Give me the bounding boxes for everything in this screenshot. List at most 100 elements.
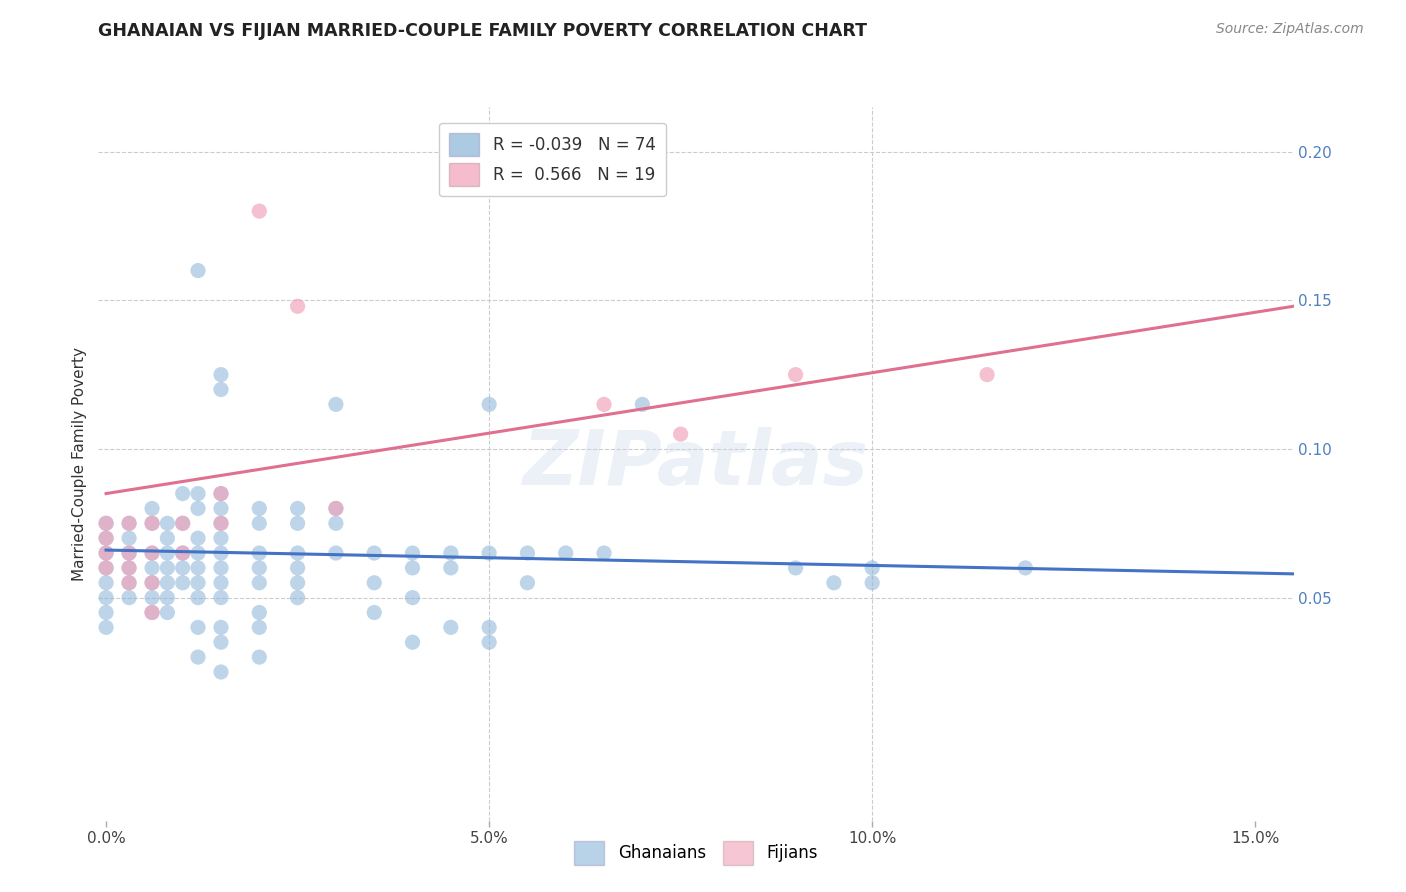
Point: [156, 575, 179, 590]
Point: [209, 516, 232, 531]
Point: [156, 606, 179, 620]
Point: [172, 575, 194, 590]
Point: [187, 561, 209, 575]
Point: [187, 650, 209, 665]
Point: [118, 561, 141, 575]
Point: [247, 204, 270, 219]
Point: [209, 591, 232, 605]
Point: [785, 561, 807, 575]
Point: [156, 591, 179, 605]
Point: [287, 561, 309, 575]
Point: [94, 575, 117, 590]
Point: [94, 546, 117, 560]
Point: [363, 606, 385, 620]
Point: [593, 397, 616, 411]
Point: [669, 427, 692, 442]
Point: [287, 575, 309, 590]
Point: [287, 299, 309, 313]
Point: [209, 368, 232, 382]
Point: [593, 546, 616, 560]
Point: [401, 561, 423, 575]
Point: [141, 575, 163, 590]
Point: [172, 546, 194, 560]
Point: [325, 546, 347, 560]
Point: [94, 516, 117, 531]
Point: [209, 561, 232, 575]
Point: [172, 516, 194, 531]
Point: [247, 575, 270, 590]
Text: Source: ZipAtlas.com: Source: ZipAtlas.com: [1216, 22, 1364, 37]
Point: [187, 263, 209, 277]
Point: [325, 516, 347, 531]
Point: [141, 575, 163, 590]
Point: [172, 546, 194, 560]
Point: [247, 561, 270, 575]
Point: [785, 368, 807, 382]
Point: [172, 486, 194, 500]
Point: [118, 561, 141, 575]
Point: [823, 575, 845, 590]
Point: [156, 531, 179, 545]
Point: [554, 546, 576, 560]
Point: [187, 501, 209, 516]
Point: [141, 606, 163, 620]
Point: [141, 516, 163, 531]
Point: [478, 620, 501, 634]
Point: [247, 650, 270, 665]
Point: [141, 561, 163, 575]
Point: [209, 546, 232, 560]
Point: [118, 591, 141, 605]
Point: [118, 575, 141, 590]
Point: [94, 516, 117, 531]
Point: [287, 501, 309, 516]
Point: [363, 575, 385, 590]
Point: [247, 501, 270, 516]
Point: [187, 486, 209, 500]
Point: [118, 516, 141, 531]
Point: [631, 397, 654, 411]
Point: [94, 546, 117, 560]
Point: [118, 546, 141, 560]
Point: [247, 606, 270, 620]
Point: [860, 561, 883, 575]
Point: [94, 531, 117, 545]
Point: [440, 546, 463, 560]
Point: [172, 561, 194, 575]
Point: [401, 546, 423, 560]
Point: [94, 561, 117, 575]
Point: [1014, 561, 1036, 575]
Point: [141, 606, 163, 620]
Text: GHANAIAN VS FIJIAN MARRIED-COUPLE FAMILY POVERTY CORRELATION CHART: GHANAIAN VS FIJIAN MARRIED-COUPLE FAMILY…: [98, 22, 868, 40]
Y-axis label: Married-Couple Family Poverty: Married-Couple Family Poverty: [72, 347, 87, 581]
Point: [363, 546, 385, 560]
Point: [94, 531, 117, 545]
Point: [94, 606, 117, 620]
Point: [209, 575, 232, 590]
Point: [247, 516, 270, 531]
Point: [94, 620, 117, 634]
Point: [94, 561, 117, 575]
Point: [118, 575, 141, 590]
Point: [141, 501, 163, 516]
Point: [187, 546, 209, 560]
Legend: Ghanaians, Fijians: Ghanaians, Fijians: [567, 833, 825, 873]
Point: [478, 546, 501, 560]
Point: [209, 665, 232, 679]
Point: [401, 635, 423, 649]
Point: [247, 620, 270, 634]
Point: [141, 546, 163, 560]
Point: [287, 516, 309, 531]
Point: [172, 516, 194, 531]
Point: [209, 531, 232, 545]
Point: [516, 575, 538, 590]
Point: [478, 635, 501, 649]
Point: [209, 501, 232, 516]
Point: [440, 620, 463, 634]
Point: [94, 591, 117, 605]
Point: [118, 516, 141, 531]
Point: [118, 546, 141, 560]
Point: [478, 397, 501, 411]
Point: [187, 591, 209, 605]
Point: [325, 397, 347, 411]
Point: [187, 531, 209, 545]
